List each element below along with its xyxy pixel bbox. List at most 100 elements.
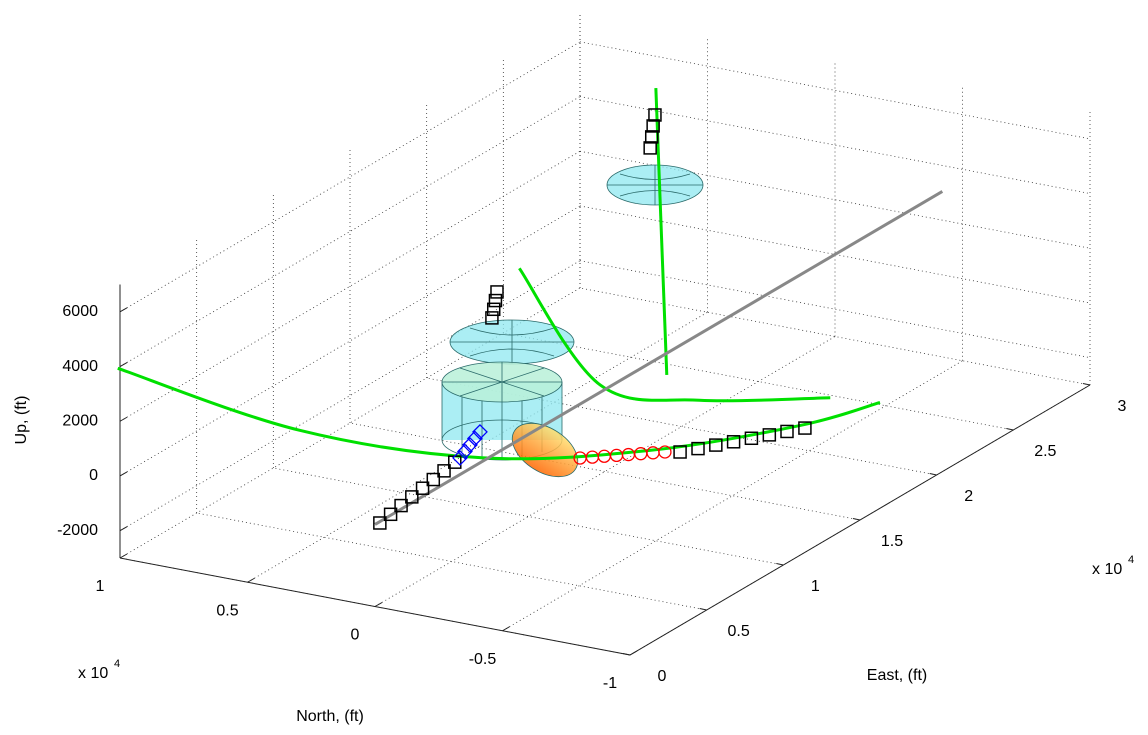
grid-line <box>579 260 1091 359</box>
marker-square <box>762 428 777 442</box>
grid-line <box>273 467 784 566</box>
tick-mark <box>1006 428 1014 431</box>
y-axis-label: North, (ft) <box>296 708 364 725</box>
marker-square <box>709 438 723 452</box>
tick-mark <box>119 526 128 532</box>
x-axis-label: East, (ft) <box>867 667 927 684</box>
ellipsoid <box>511 422 579 478</box>
x-tick-label: 0.5 <box>728 623 750 640</box>
z-tick-label: -2000 <box>57 522 98 539</box>
tick-mark <box>374 602 383 607</box>
y-axis-line <box>119 557 631 656</box>
z-tick-label: 6000 <box>62 303 98 320</box>
tick-mark <box>119 416 128 422</box>
marker-square <box>744 431 759 446</box>
x-axis-line <box>629 384 1091 656</box>
grid-line <box>119 150 581 422</box>
labels: Up, (ft) North, (ft) East, (ft) x 10 4 x… <box>13 303 1134 725</box>
y-tick-label: 0.5 <box>216 602 238 619</box>
y-tick-label: 0 <box>351 627 360 644</box>
grid-line <box>349 422 861 521</box>
tick-mark <box>929 473 937 476</box>
plot-data <box>117 88 944 530</box>
marker-square <box>485 311 499 325</box>
marker-diamond <box>456 443 473 460</box>
marker-circle <box>621 447 636 462</box>
marker-square <box>426 472 441 487</box>
grid-line <box>579 96 1091 194</box>
grid-line <box>119 41 581 313</box>
tick-mark <box>776 563 784 566</box>
x-tick-label: 1 <box>811 578 820 595</box>
x-tick-label: 0 <box>658 668 667 685</box>
marker-circle <box>658 445 672 459</box>
tick-mark <box>502 626 510 632</box>
marker-square <box>486 302 501 317</box>
grid <box>119 14 1091 656</box>
x-multiplier-exponent: 4 <box>1128 554 1134 566</box>
marker-square <box>646 119 660 133</box>
marker-square <box>488 293 503 308</box>
grid-line <box>119 205 581 477</box>
marker-diamond <box>466 430 483 447</box>
x-tick-label: 1.5 <box>881 533 903 550</box>
marker-square <box>383 507 398 522</box>
marker-diamond <box>462 437 478 453</box>
grid-line <box>374 336 836 607</box>
marker-square <box>437 464 451 478</box>
marker-square <box>648 108 662 122</box>
marker-square <box>405 490 419 504</box>
tick-mark <box>119 553 128 559</box>
tick-mark <box>699 608 707 611</box>
x-tick-label: 2.5 <box>1034 443 1056 460</box>
x-multiplier: x 10 <box>1092 561 1122 578</box>
ellipsoid-mesh <box>450 320 574 364</box>
grid-line <box>503 332 1014 431</box>
z-tick-label: 2000 <box>62 412 98 429</box>
grid-line <box>119 260 581 531</box>
marker-diamond <box>472 424 488 440</box>
y-multiplier-exponent: 4 <box>114 658 120 670</box>
marker-diamond <box>452 449 468 466</box>
tick-mark <box>852 518 861 521</box>
z-axis-label: Up, (ft) <box>13 396 30 445</box>
grid-line <box>196 512 707 611</box>
grid-line <box>579 150 1091 249</box>
y-tick-label: -1 <box>603 675 617 692</box>
grid-line <box>579 205 1091 304</box>
ellipsoid-mesh <box>607 165 703 205</box>
y-multiplier: x 10 <box>78 665 108 682</box>
uncertainty-shapes <box>441 164 704 478</box>
grid-line <box>502 360 963 632</box>
tick-mark <box>247 577 255 583</box>
grid-line <box>247 311 708 583</box>
marker-square <box>780 424 794 439</box>
x-tick-label: 3 <box>1118 398 1127 415</box>
grid-line <box>579 41 1091 140</box>
trajectory-line <box>117 366 881 461</box>
marker-square <box>643 141 657 155</box>
grid-line <box>119 96 581 367</box>
tick-mark <box>119 362 128 367</box>
tick-mark <box>119 307 128 313</box>
z-tick-label: 4000 <box>62 358 98 375</box>
marker-square <box>798 421 812 435</box>
cylinder-mesh <box>442 362 562 402</box>
marker-square <box>394 498 408 513</box>
tick-mark <box>119 471 128 477</box>
marker-square <box>726 435 741 449</box>
x-tick-label: 2 <box>964 488 973 505</box>
trajectory-line <box>518 267 831 403</box>
marker-square <box>644 130 659 144</box>
marker-square <box>673 445 687 459</box>
y-tick-label: -0.5 <box>469 651 497 668</box>
marker-square <box>415 481 430 495</box>
marker-square <box>373 516 387 530</box>
y-tick-label: 1 <box>96 578 105 595</box>
tick-mark <box>1082 383 1091 386</box>
marker-square <box>490 285 504 299</box>
cylinder-mesh <box>441 382 563 460</box>
marker-square <box>691 441 705 456</box>
z-tick-label: 0 <box>89 467 98 484</box>
